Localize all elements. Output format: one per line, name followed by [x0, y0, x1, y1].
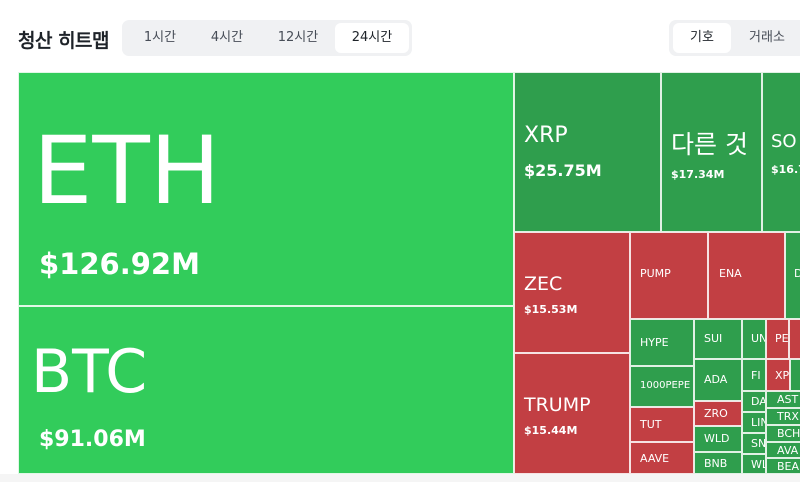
- tile-symbol: AST: [777, 393, 799, 406]
- time-range-tabs: 1시간 4시간 12시간 24시간: [122, 20, 412, 56]
- tile-pump[interactable]: PUMP: [630, 232, 708, 319]
- tile-symbol: SUI: [704, 332, 723, 345]
- tile-wl[interactable]: WL: [742, 454, 766, 474]
- tile-symbol: SN: [751, 437, 766, 450]
- tile-extra-green[interactable]: [790, 359, 800, 391]
- group-by-tabs: 기호 거래소: [669, 20, 800, 56]
- tile-hype[interactable]: HYPE: [630, 319, 694, 366]
- tile-eth[interactable]: ETH $126.92M: [18, 72, 514, 306]
- tile-symbol: ENA: [719, 267, 742, 280]
- tile-d[interactable]: D: [785, 232, 800, 319]
- tile-value: $15.44M: [524, 424, 578, 437]
- tile-symbol: BNB: [704, 457, 728, 470]
- tile-symbol: ZRO: [704, 407, 728, 420]
- tile-ena[interactable]: ENA: [708, 232, 785, 319]
- tile-symbol: HYPE: [640, 336, 669, 349]
- tile-other[interactable]: 다른 것 $17.34M: [661, 72, 762, 232]
- tile-symbol: ETH: [33, 117, 221, 226]
- tile-sui[interactable]: SUI: [694, 319, 742, 359]
- tile-bnb[interactable]: BNB: [694, 452, 742, 474]
- tile-fi[interactable]: FI: [742, 359, 766, 391]
- tile-symbol: XRP: [524, 123, 568, 148]
- tab-exchange[interactable]: 거래소: [749, 30, 785, 45]
- tile-trump[interactable]: TRUMP $15.44M: [514, 353, 630, 474]
- tile-symbol: WLD: [704, 432, 730, 445]
- tile-symbol: TUT: [640, 418, 662, 431]
- tile-value: $16.7: [771, 163, 800, 176]
- tile-tut[interactable]: TUT: [630, 407, 694, 442]
- tile-symbol: UN: [751, 332, 766, 345]
- tile-value: $25.75M: [524, 161, 602, 180]
- tile-ava[interactable]: AVA: [766, 442, 800, 458]
- tab-symbol[interactable]: 기호: [673, 23, 731, 53]
- tile-sol[interactable]: SO $16.7: [762, 72, 800, 232]
- tab-4h[interactable]: 4시간: [210, 30, 244, 45]
- tile-symbol: SO: [771, 131, 797, 152]
- tile-symbol: TRUMP: [524, 394, 591, 416]
- tile-aave[interactable]: AAVE: [630, 442, 694, 474]
- tile-zec[interactable]: ZEC $15.53M: [514, 232, 630, 353]
- tile-lin[interactable]: LIN: [742, 412, 766, 433]
- tile-symbol: TRX: [777, 410, 799, 423]
- tile-symbol: DAS: [751, 395, 765, 408]
- tile-symbol: BEA: [777, 460, 800, 473]
- tile-zro[interactable]: ZRO: [694, 401, 742, 426]
- tile-wld[interactable]: WLD: [694, 426, 742, 452]
- tile-value: $91.06M: [39, 427, 146, 452]
- tab-1h[interactable]: 1시간: [143, 30, 177, 45]
- tab-12h[interactable]: 12시간: [277, 30, 319, 45]
- tile-extra-red[interactable]: [789, 319, 800, 359]
- tile-value: $126.92M: [39, 247, 200, 281]
- tile-das[interactable]: DAS: [742, 391, 766, 412]
- tab-24h[interactable]: 24시간: [335, 23, 409, 53]
- tile-symbol: FI: [751, 369, 761, 382]
- tile-bch[interactable]: BCH: [766, 425, 800, 442]
- tile-symbol: AAVE: [640, 452, 670, 465]
- liquidation-heatmap: ETH $126.92M BTC $91.06M XRP $25.75M 다른 …: [18, 72, 800, 474]
- tile-xp[interactable]: XP: [766, 359, 790, 391]
- tile-symbol: D: [794, 267, 800, 280]
- tile-bea[interactable]: BEA: [766, 458, 800, 474]
- tile-ada[interactable]: ADA: [694, 359, 742, 401]
- tile-symbol: PUMP: [640, 267, 671, 280]
- tile-symbol: 다른 것: [671, 130, 748, 159]
- tile-symbol: ZEC: [524, 273, 563, 295]
- tile-symbol: AVA: [777, 444, 799, 457]
- tile-value: $17.34M: [671, 168, 725, 181]
- tile-sn[interactable]: SN: [742, 433, 766, 454]
- tile-symbol: BTC: [31, 337, 148, 407]
- tile-1000pepe[interactable]: 1000PEPE: [630, 366, 694, 407]
- tile-pe[interactable]: PE: [766, 319, 789, 359]
- tile-symbol: ADA: [704, 373, 728, 386]
- tile-symbol: PE: [775, 332, 789, 345]
- tile-xrp[interactable]: XRP $25.75M: [514, 72, 661, 232]
- tile-symbol: LIN: [751, 416, 765, 429]
- page-title: 청산 히트맵: [18, 30, 110, 52]
- tile-trx[interactable]: TRX: [766, 408, 800, 425]
- tile-symbol: 1000PEPE: [640, 380, 691, 391]
- tile-ast[interactable]: AST: [766, 391, 800, 408]
- tile-symbol: WL: [751, 458, 765, 471]
- tile-un[interactable]: UN: [742, 319, 766, 359]
- tile-btc[interactable]: BTC $91.06M: [18, 306, 514, 474]
- tile-symbol: BCH: [777, 427, 800, 440]
- bottom-margin: [0, 474, 800, 482]
- tile-value: $15.53M: [524, 303, 578, 316]
- tile-symbol: XP: [775, 369, 790, 382]
